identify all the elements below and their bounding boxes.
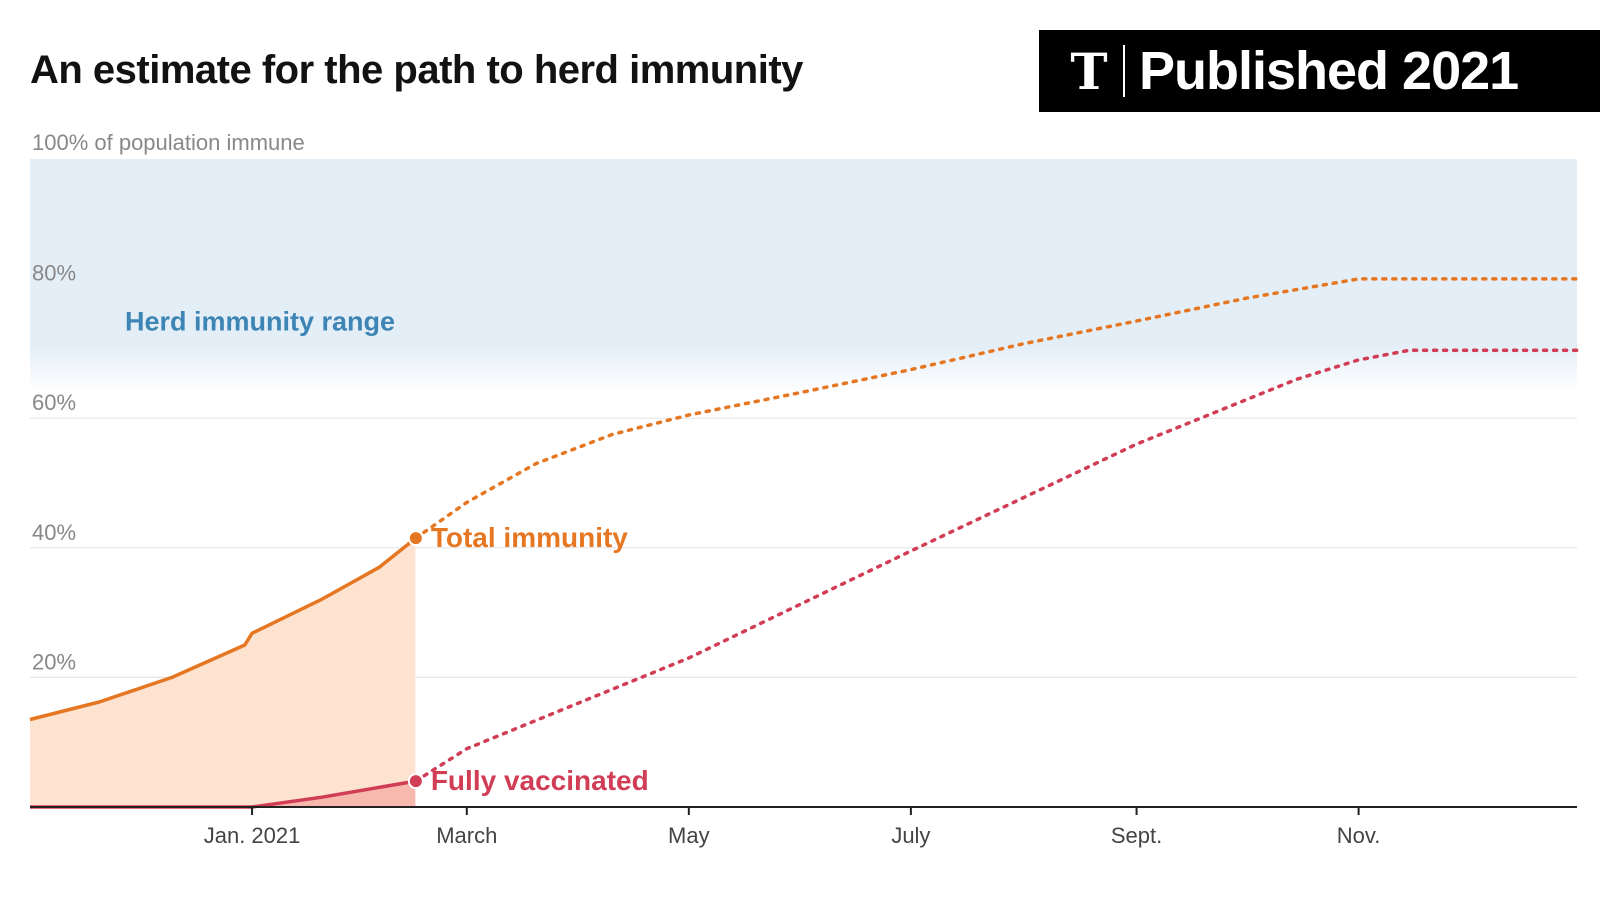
svg-text:T: T bbox=[1070, 45, 1107, 97]
x-tick-label: March bbox=[436, 823, 497, 848]
total-immunity-observed-line bbox=[29, 536, 417, 722]
fully-vaccinated-projected-line bbox=[414, 348, 1579, 783]
x-tick-label: Jan. 2021 bbox=[204, 823, 301, 848]
y-tick-label: 40% bbox=[32, 520, 76, 545]
total-immunity-endpoint-dot bbox=[407, 530, 424, 547]
x-tick-label: May bbox=[668, 823, 710, 848]
y-axis-label: 100% of population immune bbox=[32, 130, 305, 155]
published-badge: T Published 2021 bbox=[1039, 30, 1600, 112]
total-immunity-series-label: Total immunity bbox=[431, 522, 628, 553]
y-tick-label: 20% bbox=[32, 649, 76, 674]
fully-vaccinated-endpoint-dot bbox=[407, 773, 424, 790]
y-tick-label: 60% bbox=[32, 390, 76, 415]
y-tick-label: 80% bbox=[32, 261, 76, 286]
total-immunity-area bbox=[30, 538, 416, 807]
badge-text: Published 2021 bbox=[1139, 41, 1519, 101]
fully-vaccinated-series-label: Fully vaccinated bbox=[431, 765, 649, 796]
x-tick-label: July bbox=[891, 823, 930, 848]
chart-title: An estimate for the path to herd immunit… bbox=[30, 48, 803, 92]
badge-divider bbox=[1123, 45, 1125, 97]
herd-immunity-band bbox=[30, 159, 1577, 393]
herd-immunity-label: Herd immunity range bbox=[125, 307, 395, 337]
x-tick-label: Sept. bbox=[1111, 823, 1162, 848]
total-immunity-projected-line bbox=[414, 277, 1579, 540]
nyt-t-logo-icon: T bbox=[1057, 30, 1121, 112]
x-tick-label: Nov. bbox=[1337, 823, 1381, 848]
fully-vaccinated-area bbox=[30, 781, 416, 807]
